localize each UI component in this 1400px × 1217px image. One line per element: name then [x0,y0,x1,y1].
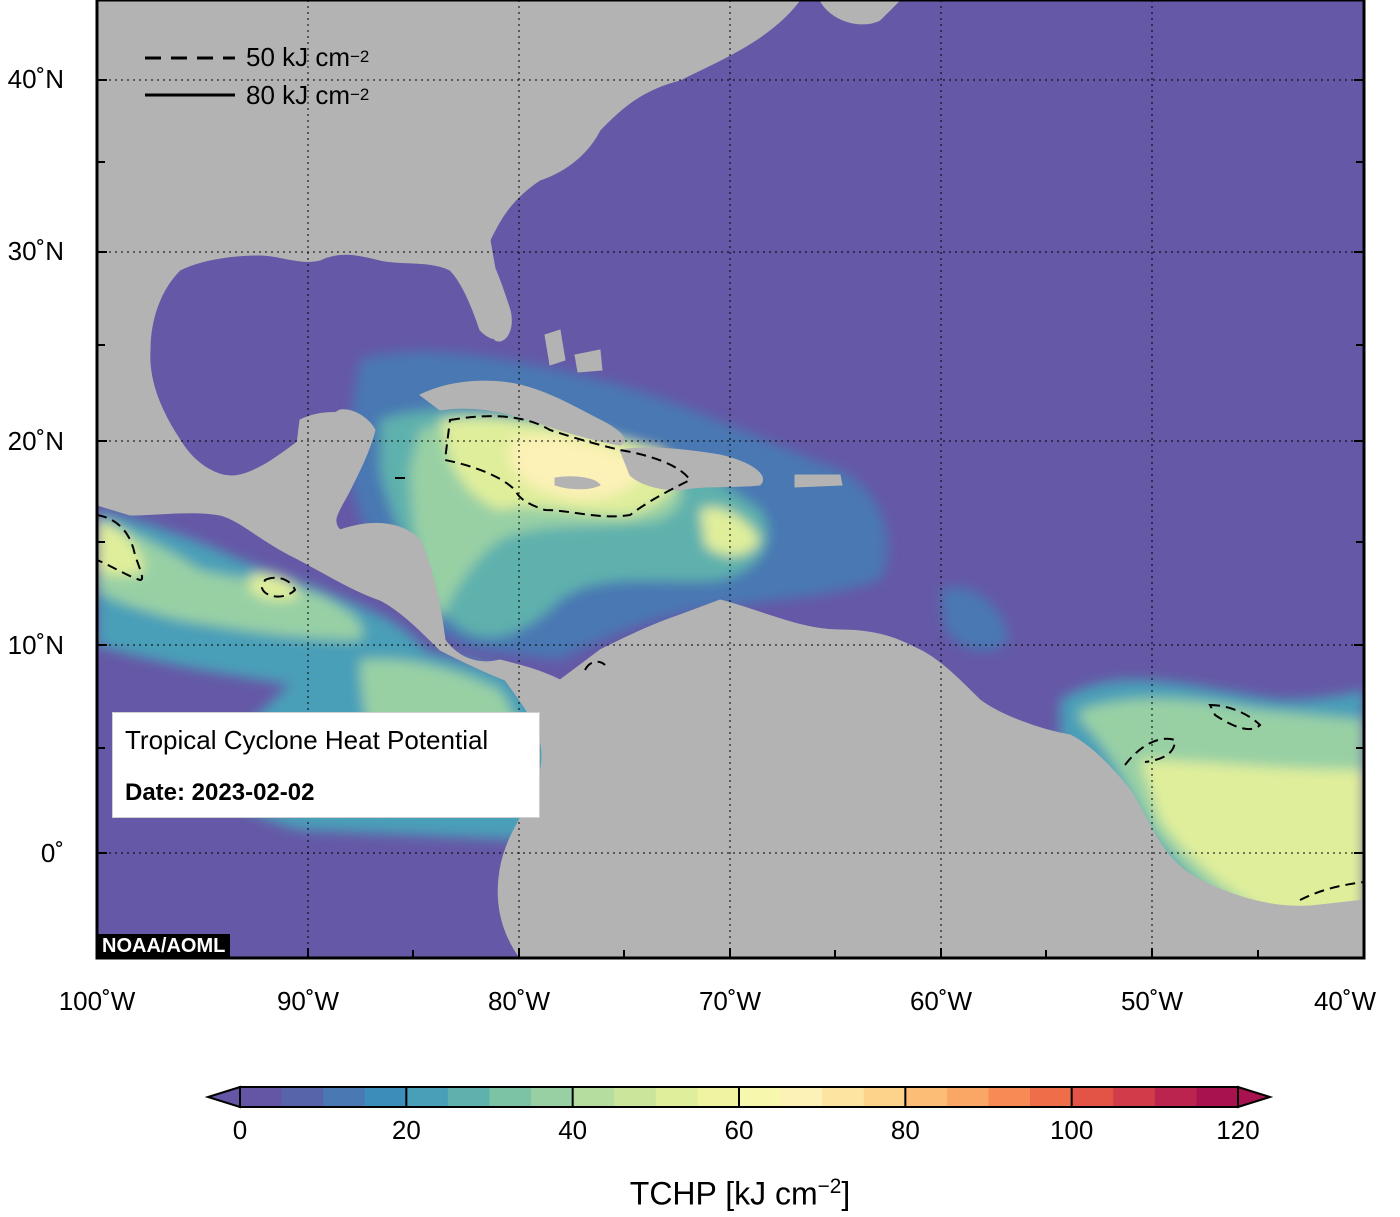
colorbar-swatch [572,1087,615,1107]
colorbar-swatch [1113,1087,1156,1107]
map-title: Tropical Cyclone Heat Potential [125,725,489,755]
legend-exp-80: −2 [350,85,370,104]
lon-label-50w: 50˚W [1120,986,1184,1016]
legend-label-80: 80 kJ cm [246,79,351,110]
colorbar-swatch [323,1087,366,1107]
lat-label-40n: 40˚N [7,64,64,94]
colorbar-swatch [655,1087,698,1107]
lon-label-100w: 100˚W [58,986,136,1016]
lat-label-0: 0˚ [40,838,64,868]
lat-label-20n: 20˚N [7,426,64,456]
colorbar-under-triangle [204,1085,241,1109]
colorbar-swatch [946,1087,989,1107]
colorbar-tick-label: 120 [1216,1115,1260,1145]
colorbar-swatch [489,1087,532,1107]
colorbar-swatch [697,1087,740,1107]
legend-label-50: 50 kJ cm [246,41,351,72]
lon-label-40w: 40˚W [1313,986,1377,1016]
lon-label-70w: 70˚W [698,986,762,1016]
colorbar-title: TCHP [kJ cm−2] [540,1175,940,1213]
lon-label-60w: 60˚W [909,986,973,1016]
colorbar-tick-label: 80 [890,1115,920,1145]
colorbar-swatch [406,1087,449,1107]
colorbar-swatch [240,1087,283,1107]
lat-label-10n: 10˚N [7,630,64,660]
colorbar-title-exp: −2 [817,1175,842,1198]
colorbar-swatch [281,1087,324,1107]
colorbar-swatch [364,1087,407,1107]
legend-item-80: 80 kJ cm −2 [246,76,369,114]
colorbar-swatch [822,1087,865,1107]
colorbar-tick-label: 100 [1049,1115,1094,1145]
colorbar-swatch [739,1087,782,1107]
legend-exp-50: −2 [350,47,370,66]
colorbar-swatch [1154,1087,1197,1107]
contour-legend: 50 kJ cm −2 80 kJ cm −2 [140,38,369,114]
colorbar-swatch [447,1087,490,1107]
colorbar-tick-label: 40 [558,1115,588,1145]
map-date: Date: 2023-02-02 [125,779,315,806]
colorbar-title-close: ] [841,1175,851,1212]
colorbar-tick-label: 60 [724,1115,754,1145]
lat-label-30n: 30˚N [7,236,64,266]
colorbar-swatch [905,1087,948,1107]
colorbar-swatch [614,1087,657,1107]
colorbar-swatch [1030,1087,1073,1107]
colorbar-swatch [780,1087,823,1107]
colorbar-title-text: TCHP [kJ cm [629,1175,818,1212]
colorbar [204,1085,1274,1109]
lon-label-80w: 80˚W [487,986,551,1016]
axis-ticks [97,79,1364,958]
legend-item-50: 50 kJ cm −2 [246,38,369,76]
colorbar-swatch [863,1087,906,1107]
colorbar-over-triangle [1237,1085,1274,1109]
colorbar-swatch [1196,1087,1239,1107]
credit-badge: NOAA/AOML [97,934,231,958]
contour-50 [97,415,1364,901]
colorbar-swatch [1071,1087,1114,1107]
info-box: Tropical Cyclone Heat Potential Date: 20… [112,712,540,818]
colorbar-swatch [988,1087,1031,1107]
colorbar-swatch [531,1087,574,1107]
colorbar-tick-label: 0 [232,1115,248,1145]
colorbar-tick-label: 20 [391,1115,421,1145]
lon-label-90w: 90˚W [276,986,340,1016]
